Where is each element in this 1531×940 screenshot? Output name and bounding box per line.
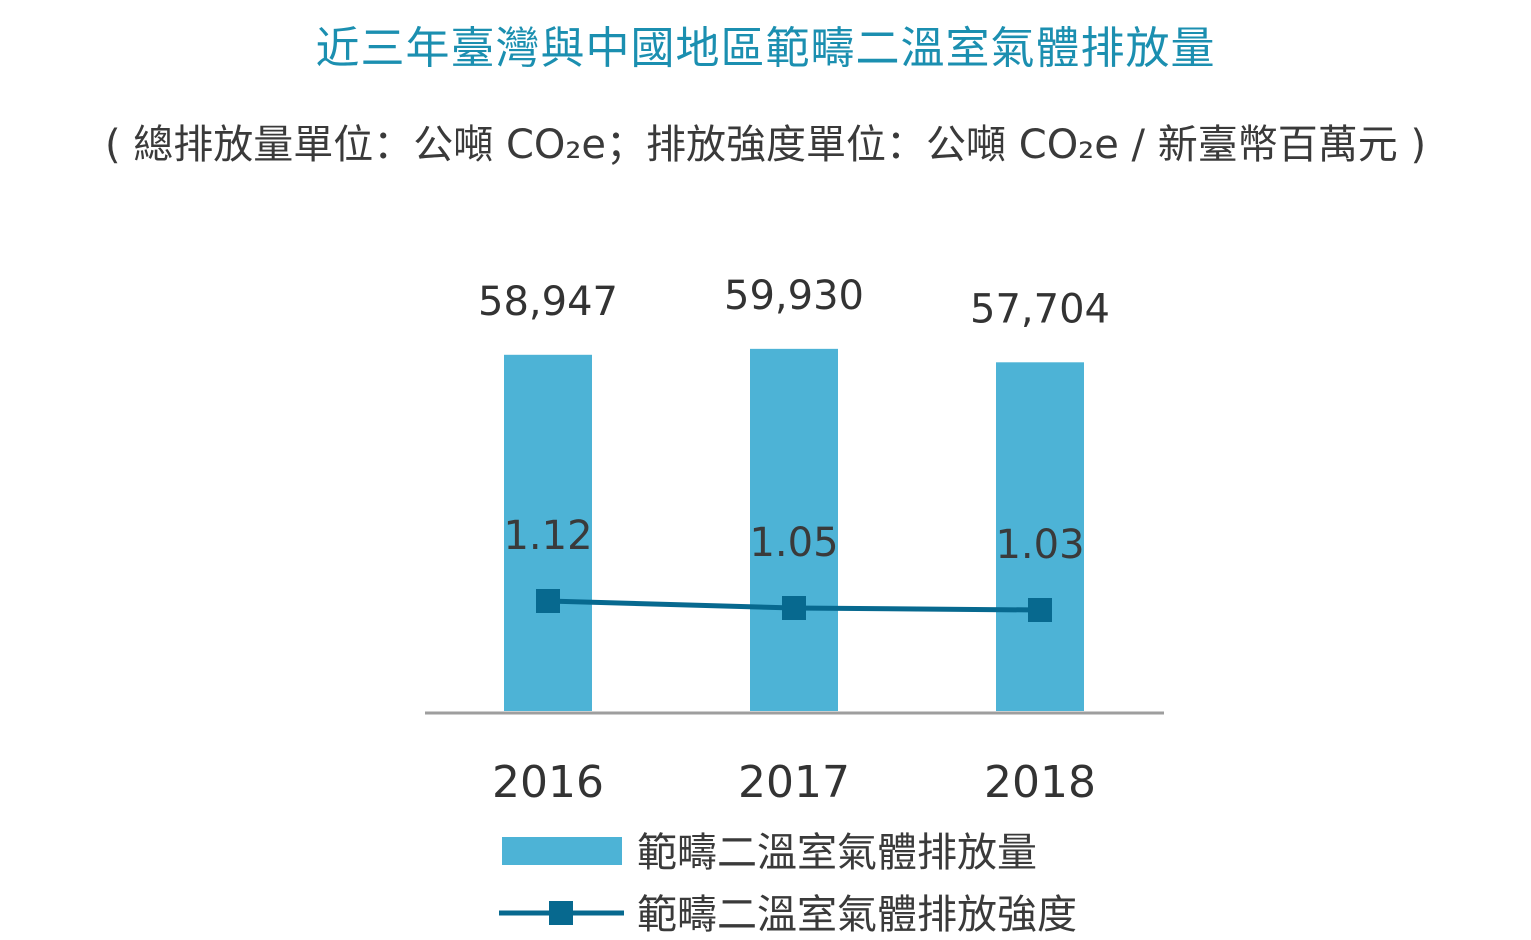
intensity-value-label-2017: 1.05	[749, 520, 838, 566]
legend-bar-swatch	[502, 837, 622, 865]
x-tick-label-2018: 2018	[984, 757, 1096, 808]
x-tick-label-2016: 2016	[492, 757, 604, 808]
chart-title: 近三年臺灣與中國地區範疇二溫室氣體排放量	[315, 23, 1216, 74]
x-tick-label-2017: 2017	[738, 757, 850, 808]
bar-value-label-2018: 57,704	[970, 286, 1110, 332]
intensity-value-label-2016: 1.12	[503, 513, 592, 559]
legend-line-label: 範疇二溫室氣體排放強度	[637, 892, 1077, 938]
legend-bar-label: 範疇二溫室氣體排放量	[637, 830, 1037, 876]
intensity-marker-2018	[1028, 598, 1052, 622]
bar-2016	[504, 354, 592, 711]
intensity-marker-2016	[536, 589, 560, 613]
bar-value-label-2017: 59,930	[724, 273, 864, 319]
bar-value-label-2016: 58,947	[478, 279, 618, 325]
chart-subtitle: ( 總排放量單位：公噸 CO₂e；排放強度單位：公噸 CO₂e / 新臺幣百萬元…	[104, 122, 1427, 168]
intensity-value-label-2018: 1.03	[995, 522, 1084, 568]
bar-2017	[750, 348, 838, 711]
bar-2018	[996, 362, 1084, 711]
intensity-marker-2017	[782, 596, 806, 620]
legend-line-marker	[549, 901, 573, 925]
